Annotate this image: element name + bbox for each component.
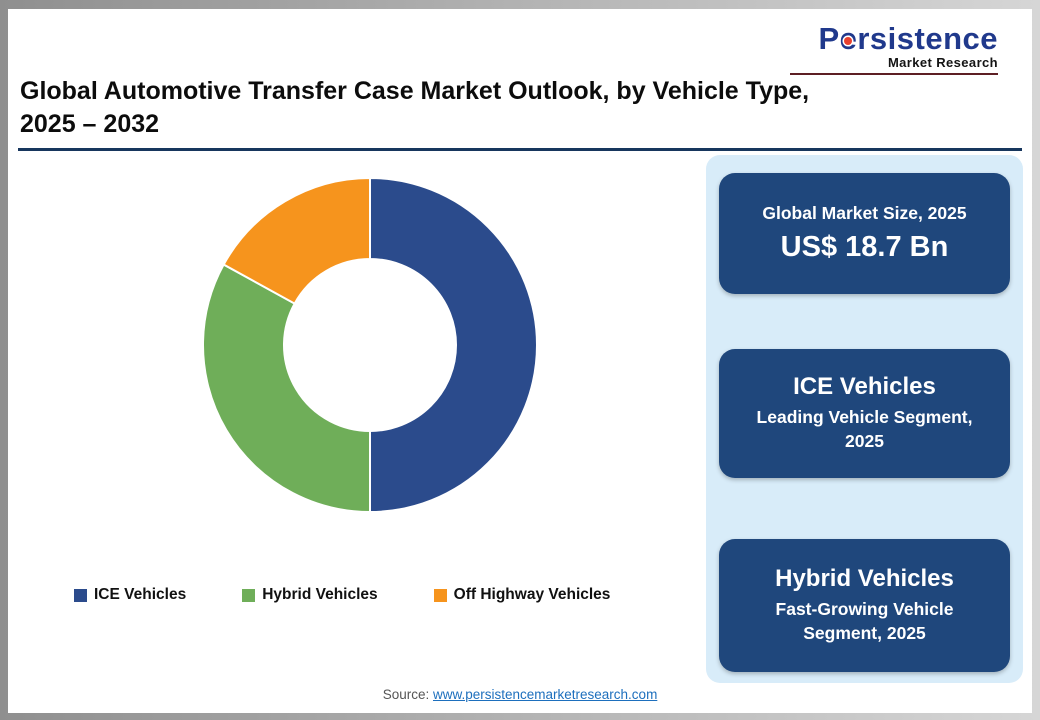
highlights-panel: Global Market Size, 2025 US$ 18.7 Bn ICE… — [706, 155, 1023, 683]
logo-subtitle: Market Research — [887, 55, 998, 70]
market-size-value: US$ 18.7 Bn — [780, 231, 949, 263]
donut-segment-1 — [202, 263, 371, 514]
legend-item-hybrid: Hybrid Vehicles — [242, 586, 378, 604]
donut-segment-0 — [369, 176, 538, 514]
legend-swatch — [433, 588, 447, 602]
brand-logo: Persistence Market Research — [768, 21, 998, 75]
source-link[interactable]: www.persistencemarketresearch.com — [432, 687, 658, 702]
donut-svg — [202, 176, 538, 514]
logo-red-dot — [844, 37, 852, 45]
leading-segment-subtitle: Leading Vehicle Segment, 2025 — [756, 407, 973, 451]
donut-segment-2 — [222, 176, 371, 305]
legend-item-off-highway: Off Highway Vehicles — [433, 586, 611, 604]
legend-item-ice: ICE Vehicles — [74, 586, 186, 604]
source-line: Source: www.persistencemarketresearch.co… — [8, 687, 1032, 702]
chart-legend: ICE Vehicles Hybrid Vehicles Off Highway… — [74, 586, 694, 604]
legend-label: Hybrid Vehicles — [262, 586, 378, 603]
source-label: Source: — [382, 687, 430, 702]
page-title: Global Automotive Transfer Case Market O… — [20, 75, 960, 141]
legend-label: ICE Vehicles — [94, 586, 187, 603]
legend-swatch — [242, 588, 256, 602]
fast-growing-segment-card: Hybrid Vehicles Fast-Growing Vehicle Seg… — [719, 539, 1010, 672]
fast-growing-segment-subtitle: Fast-Growing Vehicle Segment, 2025 — [775, 599, 954, 643]
title-line-1: Global Automotive Transfer Case Market O… — [20, 77, 810, 105]
fast-growing-segment-title: Hybrid Vehicles — [775, 565, 954, 593]
logo-underline — [790, 73, 998, 75]
market-size-card: Global Market Size, 2025 US$ 18.7 Bn — [719, 173, 1010, 294]
title-divider — [18, 148, 1022, 151]
title-line-2: 2025 – 2032 — [20, 110, 160, 138]
donut-chart — [195, 170, 545, 520]
leading-segment-title: ICE Vehicles — [793, 373, 936, 401]
legend-label: Off Highway Vehicles — [453, 586, 611, 603]
market-size-title: Global Market Size, 2025 — [762, 203, 967, 223]
infographic-canvas: Persistence Market Research Global Autom… — [8, 9, 1032, 713]
leading-segment-card: ICE Vehicles Leading Vehicle Segment, 20… — [719, 349, 1010, 478]
legend-swatch — [74, 588, 87, 602]
